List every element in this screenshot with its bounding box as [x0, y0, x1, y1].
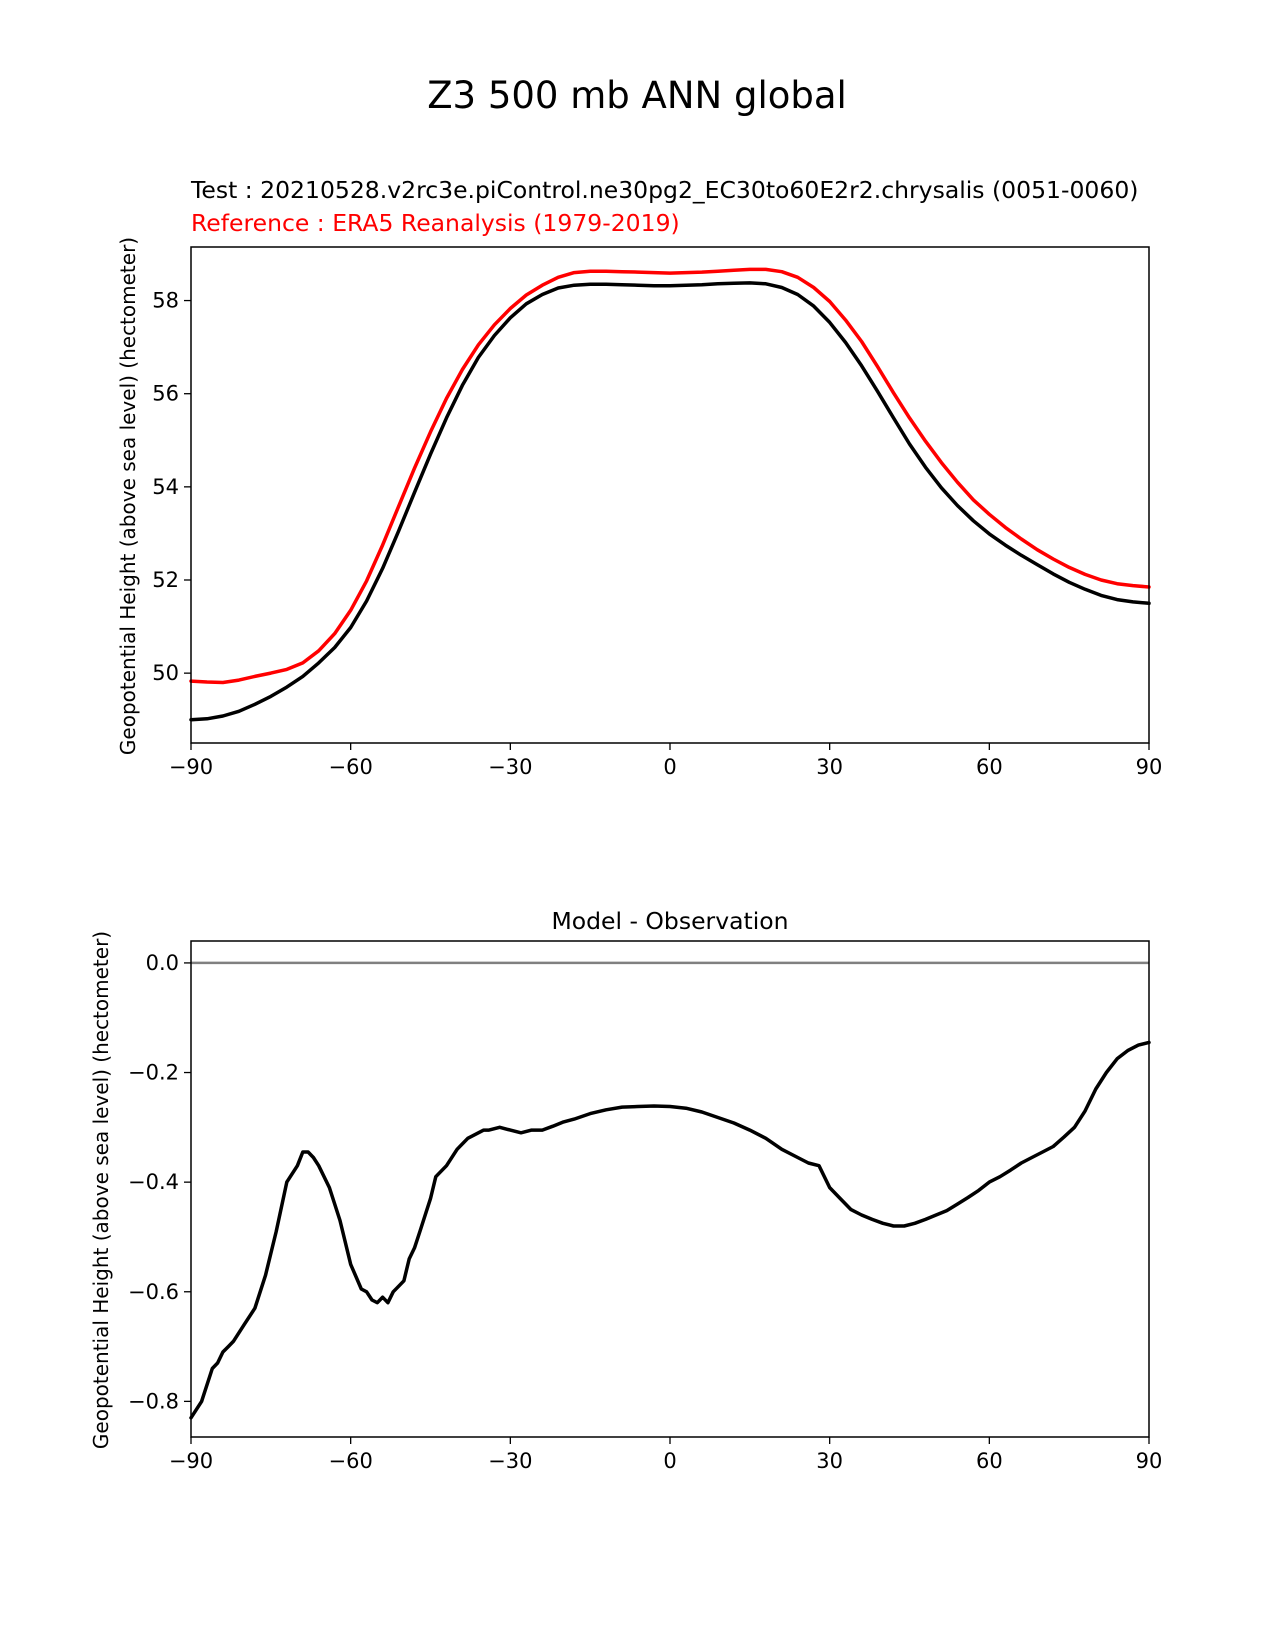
- bottom-x-tick-label: −60: [329, 1449, 373, 1473]
- bottom-axes-frame: [190, 940, 1150, 1438]
- top-ticks: −90 −60 −30 0 30 60 90 50 52 54 56 58: [152, 289, 1162, 779]
- top-x-tick-label: −90: [169, 755, 213, 779]
- bottom-y-tick-label: −0.6: [128, 1280, 179, 1304]
- figure-title: Z3 500 mb ANN global: [427, 74, 847, 117]
- bottom-y-tick-label: 0.0: [146, 951, 179, 975]
- test-title: Test : 20210528.v2rc3e.piControl.ne30pg2…: [190, 176, 1138, 204]
- top-y-tick-label: 56: [152, 382, 179, 406]
- top-x-tick-label: 90: [1136, 755, 1163, 779]
- bottom-title: Model - Observation: [551, 907, 788, 935]
- bottom-x-tick-label: −30: [488, 1449, 532, 1473]
- bottom-y-tick-label: −0.8: [128, 1389, 179, 1413]
- top-y-tick-label: 50: [152, 661, 179, 685]
- bottom-x-tick-label: 0: [663, 1449, 676, 1473]
- top-x-tick-label: −30: [488, 755, 532, 779]
- bottom-y-tick-label: −0.4: [128, 1170, 179, 1194]
- bottom-x-tick-label: 30: [816, 1449, 843, 1473]
- top-y-tick-label: 54: [152, 475, 179, 499]
- bottom-y-tick-label: −0.2: [128, 1061, 179, 1085]
- bottom-y-axis-label: Geopotential Height (above sea level) (h…: [89, 931, 113, 1449]
- top-lines: [189, 267, 1151, 722]
- bottom-x-tick-label: −90: [169, 1449, 213, 1473]
- reference-title: Reference : ERA5 Reanalysis (1979-2019): [191, 209, 680, 237]
- top-x-tick-label: −60: [329, 755, 373, 779]
- top-panel: Test : 20210528.v2rc3e.piControl.ne30pg2…: [116, 176, 1162, 779]
- top-y-tick-label: 52: [152, 568, 179, 592]
- top-axes-frame: [190, 246, 1150, 744]
- top-series-test: [189, 281, 1151, 722]
- top-y-tick-label: 58: [152, 289, 179, 313]
- bottom-lines: [189, 961, 1151, 1420]
- bottom-panel: Model - Observation Geopotential Height …: [89, 907, 1162, 1473]
- bottom-series-model-observation: [189, 1040, 1151, 1420]
- top-x-tick-label: 60: [976, 755, 1003, 779]
- bottom-x-tick-label: 90: [1136, 1449, 1163, 1473]
- top-x-tick-label: 30: [816, 755, 843, 779]
- top-x-tick-label: 0: [663, 755, 676, 779]
- top-series-reference: [189, 267, 1151, 685]
- top-y-axis-label: Geopotential Height (above sea level) (h…: [116, 237, 140, 755]
- bottom-x-tick-label: 60: [976, 1449, 1003, 1473]
- bottom-ticks: −90 −60 −30 0 30 60 90 0.0 −0.2 −0.4 −0.6 −0.8: [128, 951, 1162, 1473]
